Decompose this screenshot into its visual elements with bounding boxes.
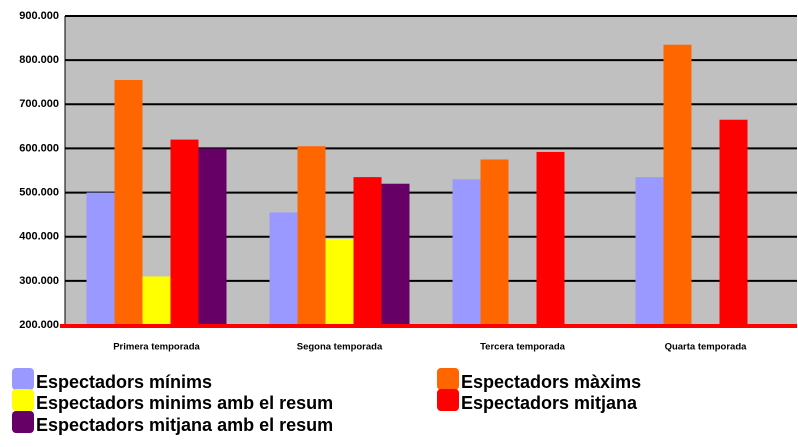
x-tick-label: Segona temporada [297,342,383,353]
y-tick-label: 400.000 [19,231,59,243]
y-tick-label: 800.000 [19,54,59,66]
bar [86,192,115,325]
bar [452,179,481,325]
bar [480,159,509,325]
legend-swatch [12,368,34,390]
x-tick-label: Primera temporada [113,342,200,353]
y-tick-label: 300.000 [19,275,59,287]
y-tick-label: 900.000 [19,10,59,22]
bar [325,238,354,325]
y-tick-label: 500.000 [19,186,59,198]
bar [114,80,143,325]
y-tick-label: 600.000 [19,142,59,154]
y-tick-label: 200.000 [19,319,59,331]
legend-label: Espectadors mínims [36,372,212,392]
legend-swatch [437,368,459,390]
legend-label: Espectadors màxims [461,372,641,392]
legend-swatch [437,389,459,411]
bar [269,212,298,325]
bar [170,139,199,325]
bar [198,148,227,325]
legend-label: Espectadors mitjana amb el resum [36,415,333,435]
bar [297,146,326,325]
legend-swatch [12,411,34,433]
bar [381,183,410,325]
bar [536,151,565,325]
bar [719,119,748,325]
x-tick-label: Quarta temporada [665,342,748,353]
bar [353,177,382,325]
legend-label: Espectadors mitjana [461,393,638,413]
legend-swatch [12,389,34,411]
y-tick-label: 700.000 [19,98,59,110]
bar [635,177,664,325]
legend-label: Espectadors minims amb el resum [36,393,333,413]
bar [142,276,171,325]
x-tick-label: Tercera temporada [480,342,566,353]
bar [663,44,692,325]
